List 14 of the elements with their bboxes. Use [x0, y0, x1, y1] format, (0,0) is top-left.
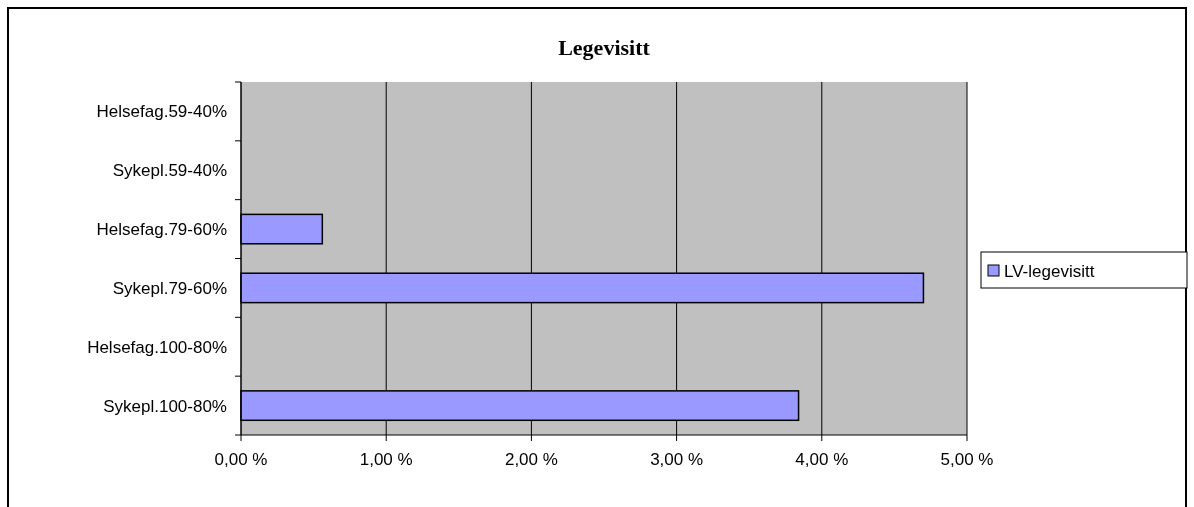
- chart-title: Legevisitt: [558, 35, 651, 60]
- x-tick-label: 4,00 %: [795, 450, 849, 469]
- y-tick-label: Helsefag.100-80%: [87, 337, 227, 357]
- x-tick-label: 3,00 %: [650, 450, 704, 469]
- x-tick-label: 1,00 %: [359, 450, 413, 469]
- x-tick-label: 0,00 %: [214, 450, 268, 469]
- y-tick-label: Helsefag.79-60%: [96, 220, 227, 240]
- y-tick-label: Helsefag.59-40%: [96, 102, 227, 122]
- x-tick-label: 5,00 %: [940, 450, 994, 469]
- y-tick-label: Sykepl.59-40%: [112, 161, 227, 181]
- y-tick-label: Sykepl.79-60%: [112, 278, 227, 298]
- x-tick-label: 2,00 %: [504, 450, 558, 469]
- legend-label: LV-legevisitt: [1004, 262, 1095, 281]
- y-tick-label: Sykepl.100-80%: [103, 396, 227, 416]
